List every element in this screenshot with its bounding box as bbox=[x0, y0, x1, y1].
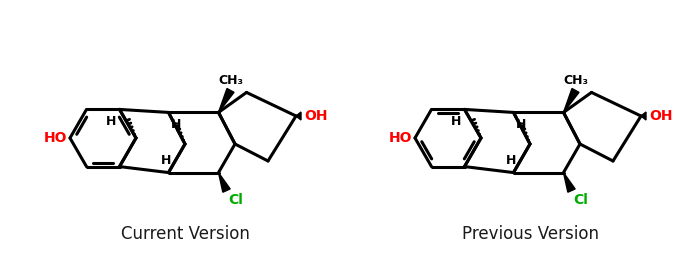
Text: HO: HO bbox=[388, 131, 412, 145]
Text: OH: OH bbox=[649, 109, 672, 123]
Text: CH₃: CH₃ bbox=[563, 74, 588, 87]
Text: H: H bbox=[451, 115, 461, 128]
Text: H: H bbox=[106, 115, 117, 128]
Text: Cl: Cl bbox=[228, 193, 244, 207]
Text: Cl: Cl bbox=[574, 193, 588, 207]
Text: Previous Version: Previous Version bbox=[461, 225, 599, 243]
Polygon shape bbox=[296, 112, 301, 120]
Text: HO: HO bbox=[43, 131, 67, 145]
Polygon shape bbox=[219, 89, 234, 112]
Text: H: H bbox=[506, 154, 516, 167]
Polygon shape bbox=[564, 173, 575, 192]
Text: CH₃: CH₃ bbox=[218, 74, 243, 87]
Text: Current Version: Current Version bbox=[120, 225, 249, 243]
Polygon shape bbox=[641, 112, 646, 120]
Text: OH: OH bbox=[304, 109, 328, 123]
Text: H: H bbox=[161, 154, 172, 167]
Polygon shape bbox=[219, 173, 230, 192]
Text: H: H bbox=[171, 118, 182, 131]
Text: H: H bbox=[516, 118, 527, 131]
Polygon shape bbox=[564, 89, 579, 112]
